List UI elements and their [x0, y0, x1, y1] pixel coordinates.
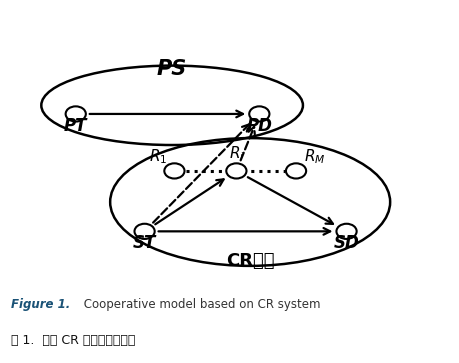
Text: CR系统: CR系统 [226, 252, 274, 270]
Circle shape [226, 163, 246, 179]
Text: SD: SD [334, 234, 359, 252]
Circle shape [134, 224, 155, 239]
Text: ST: ST [133, 234, 156, 252]
Text: PD: PD [246, 117, 272, 135]
Text: 图 1.  基于 CR 系统的协作模型: 图 1. 基于 CR 系统的协作模型 [11, 334, 136, 347]
Text: PT: PT [64, 117, 88, 135]
Text: $R_i$: $R_i$ [229, 144, 244, 163]
Circle shape [286, 163, 306, 179]
Text: Cooperative model based on CR system: Cooperative model based on CR system [80, 298, 321, 311]
Circle shape [336, 224, 357, 239]
Text: $R_1$: $R_1$ [149, 148, 168, 167]
Text: Figure 1.: Figure 1. [11, 298, 71, 311]
Circle shape [249, 106, 269, 122]
Circle shape [164, 163, 185, 179]
Text: PS: PS [157, 59, 187, 79]
Circle shape [66, 106, 86, 122]
Text: $R_M$: $R_M$ [304, 148, 325, 167]
